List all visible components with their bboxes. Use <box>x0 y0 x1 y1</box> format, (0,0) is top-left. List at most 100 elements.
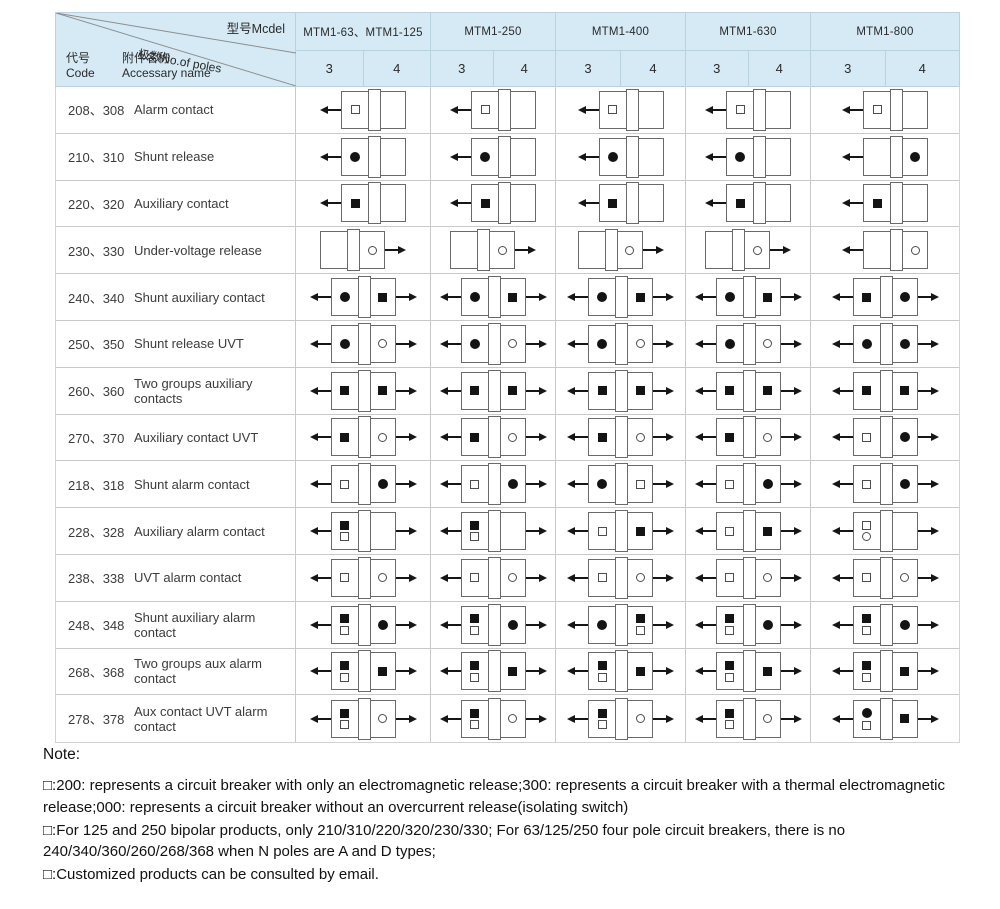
left-arrow-icon <box>577 152 599 161</box>
filled-square-symbol <box>862 661 871 671</box>
arrow-shaft <box>713 155 726 158</box>
filled-square-symbol <box>725 661 734 671</box>
filled-circle-symbol <box>480 151 490 162</box>
contact-cell-middle <box>487 463 501 506</box>
arrow-shaft <box>839 717 853 720</box>
contact-cell-right <box>381 184 406 223</box>
diagram-cell <box>556 461 686 508</box>
stacked-symbols <box>862 661 871 682</box>
right-arrow-icon <box>525 527 547 536</box>
right-arrow-icon <box>653 527 674 536</box>
contact-cell-right <box>500 324 526 363</box>
contact-box <box>460 603 526 646</box>
hollow-circle-symbol <box>763 573 772 583</box>
row-label-cell: 260、360 Two groups auxiliary contacts <box>56 367 296 414</box>
right-arrow-icon <box>525 714 547 723</box>
contact-box <box>852 276 918 319</box>
contact-box <box>852 322 918 365</box>
contact-cell-right <box>638 184 664 223</box>
contact-box <box>852 510 918 553</box>
arrowhead <box>831 667 840 676</box>
contact-cell-left <box>852 465 880 504</box>
model-header-row: MTM1-63、MTM1-125 MTM1-250 MTM1-400 MTM1-630… <box>296 13 959 51</box>
accessory-diagram <box>842 135 928 178</box>
arrow-shaft <box>780 530 794 533</box>
row-accessory-name: Auxiliary contact UVT <box>134 429 259 445</box>
row-code: 228、328 <box>68 524 125 540</box>
diagram-cell <box>686 227 811 274</box>
contact-cell-left <box>726 184 753 223</box>
arrowhead <box>309 573 318 582</box>
arrowhead <box>567 339 575 348</box>
contact-box <box>330 276 396 319</box>
hollow-square-symbol <box>470 532 479 542</box>
header-model-columns: MTM1-63、MTM1-125 MTM1-250 MTM1-400 MTM1-630… <box>296 13 959 86</box>
left-arrow-icon <box>309 714 331 723</box>
hollow-square-symbol <box>862 520 871 530</box>
arrow-shaft <box>653 483 666 486</box>
right-arrow-icon <box>525 433 547 442</box>
accessory-diagram <box>309 276 417 319</box>
contact-cell-middle <box>477 229 490 272</box>
contact-box <box>460 416 526 459</box>
arrowhead <box>528 246 536 255</box>
diagram-cell <box>296 508 431 554</box>
row-label-cell: 250、350 Shunt release UVT <box>56 320 296 367</box>
contact-cell-right <box>628 418 653 457</box>
arrow-shaft <box>917 530 931 533</box>
filled-square-symbol <box>763 666 772 676</box>
right-arrow-icon <box>653 573 674 582</box>
arrowhead <box>450 105 458 114</box>
pole-count-header: 3 <box>296 51 364 86</box>
right-arrow-icon <box>385 246 406 255</box>
contact-cell-right <box>370 465 396 504</box>
hollow-square-symbol <box>725 625 734 635</box>
left-arrow-icon <box>309 527 331 536</box>
left-arrow-icon <box>567 480 588 489</box>
contact-cell-right <box>755 558 781 597</box>
row-accessory-name: Shunt auxiliary contact <box>134 289 265 305</box>
row-code: 220、320 <box>68 196 125 212</box>
diagram-cell <box>296 320 431 367</box>
arrow-shaft <box>447 296 461 299</box>
arrowhead <box>666 339 674 348</box>
arrowhead <box>439 714 448 723</box>
hollow-circle-symbol <box>508 573 517 583</box>
contact-cell-right <box>755 278 781 317</box>
filled-circle-symbol <box>910 151 920 162</box>
table-row: 230、330 Under-voltage release <box>56 227 959 275</box>
right-arrow-icon <box>780 433 802 442</box>
filled-square-symbol <box>900 714 909 724</box>
contact-cell-middle <box>615 322 628 365</box>
arrowhead <box>694 386 703 395</box>
row-label-cell: 278、378 Aux contact UVT alarm contact <box>56 695 296 743</box>
diagram-cell <box>556 180 686 227</box>
arrow-shaft <box>839 623 853 626</box>
contact-box <box>471 88 536 131</box>
diagram-cell <box>431 180 556 227</box>
contact-cell-middle <box>742 463 756 506</box>
contact-cell-right <box>628 324 653 363</box>
hollow-circle-symbol <box>508 339 517 349</box>
arrow-shaft <box>653 623 666 626</box>
left-arrow-icon <box>439 339 461 348</box>
diagram-cell <box>296 461 431 508</box>
hollow-square-symbol <box>340 573 349 583</box>
right-arrow-icon <box>395 620 417 629</box>
contact-cell-left <box>863 184 890 223</box>
filled-circle-symbol <box>899 432 910 443</box>
contact-cell-left <box>341 137 368 176</box>
left-arrow-icon <box>831 386 853 395</box>
arrow-shaft <box>575 483 588 486</box>
stacked-symbols <box>470 614 479 635</box>
contact-cell-left <box>330 605 358 644</box>
contact-cell-right <box>903 90 928 129</box>
contact-cell-middle <box>615 276 628 319</box>
accessory-diagram <box>309 650 417 693</box>
diagram-cell <box>296 695 431 743</box>
left-arrow-icon <box>439 293 461 302</box>
arrowhead <box>655 246 664 255</box>
code-label-cn: 代号 <box>66 50 91 65</box>
filled-circle-symbol <box>762 479 773 490</box>
contact-cell-right <box>766 184 791 223</box>
